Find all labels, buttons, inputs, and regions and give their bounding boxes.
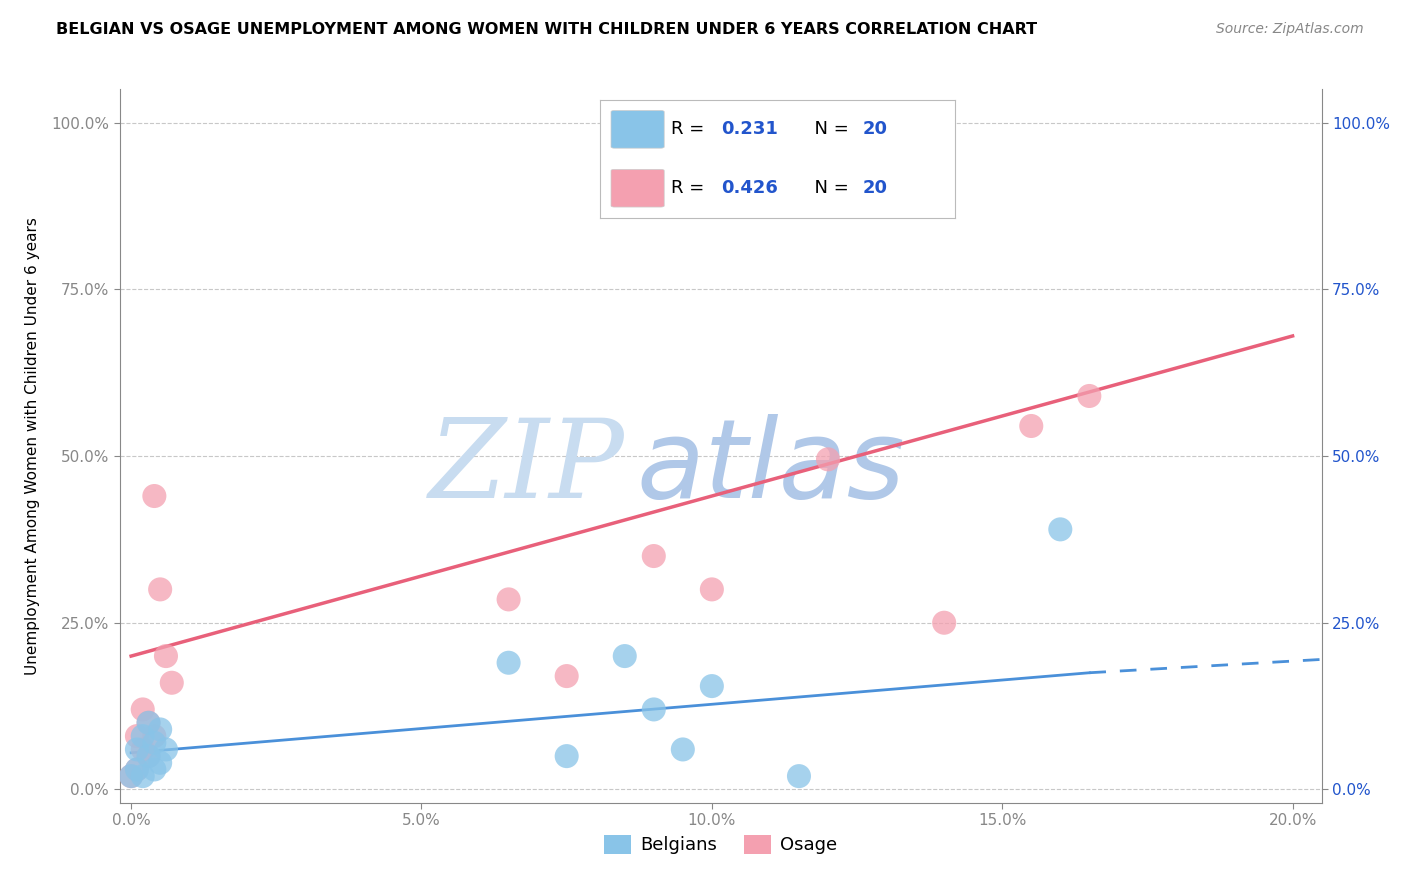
- Y-axis label: Unemployment Among Women with Children Under 6 years: Unemployment Among Women with Children U…: [25, 217, 39, 675]
- Point: [934, 615, 956, 630]
- Point: [143, 729, 166, 743]
- Point: [1049, 522, 1071, 536]
- Point: [613, 649, 636, 664]
- Point: [125, 763, 148, 777]
- Point: [138, 749, 160, 764]
- Point: [498, 656, 520, 670]
- Point: [132, 729, 155, 743]
- Point: [125, 729, 148, 743]
- Point: [643, 549, 665, 563]
- Point: [143, 489, 166, 503]
- Point: [672, 742, 695, 756]
- Point: [125, 742, 148, 756]
- Point: [160, 675, 183, 690]
- Point: [120, 769, 142, 783]
- Point: [132, 769, 155, 783]
- Point: [138, 749, 160, 764]
- Point: [149, 723, 172, 737]
- Point: [817, 452, 839, 467]
- Point: [149, 756, 172, 770]
- Point: [787, 769, 810, 783]
- Point: [1078, 389, 1101, 403]
- Legend: Belgians, Osage: Belgians, Osage: [596, 828, 845, 862]
- Point: [138, 715, 160, 730]
- Text: Source: ZipAtlas.com: Source: ZipAtlas.com: [1216, 22, 1364, 37]
- Point: [700, 582, 723, 597]
- Point: [132, 702, 155, 716]
- Point: [155, 649, 177, 664]
- Point: [132, 742, 155, 756]
- Point: [149, 582, 172, 597]
- Point: [498, 592, 520, 607]
- Point: [120, 769, 142, 783]
- Point: [125, 763, 148, 777]
- Point: [138, 715, 160, 730]
- Point: [155, 742, 177, 756]
- Text: BELGIAN VS OSAGE UNEMPLOYMENT AMONG WOMEN WITH CHILDREN UNDER 6 YEARS CORRELATIO: BELGIAN VS OSAGE UNEMPLOYMENT AMONG WOME…: [56, 22, 1038, 37]
- Point: [143, 736, 166, 750]
- Text: atlas: atlas: [637, 414, 905, 521]
- Point: [700, 679, 723, 693]
- Point: [555, 749, 578, 764]
- Text: ZIP: ZIP: [429, 414, 624, 521]
- Point: [643, 702, 665, 716]
- Point: [555, 669, 578, 683]
- Point: [1019, 419, 1042, 434]
- Point: [143, 763, 166, 777]
